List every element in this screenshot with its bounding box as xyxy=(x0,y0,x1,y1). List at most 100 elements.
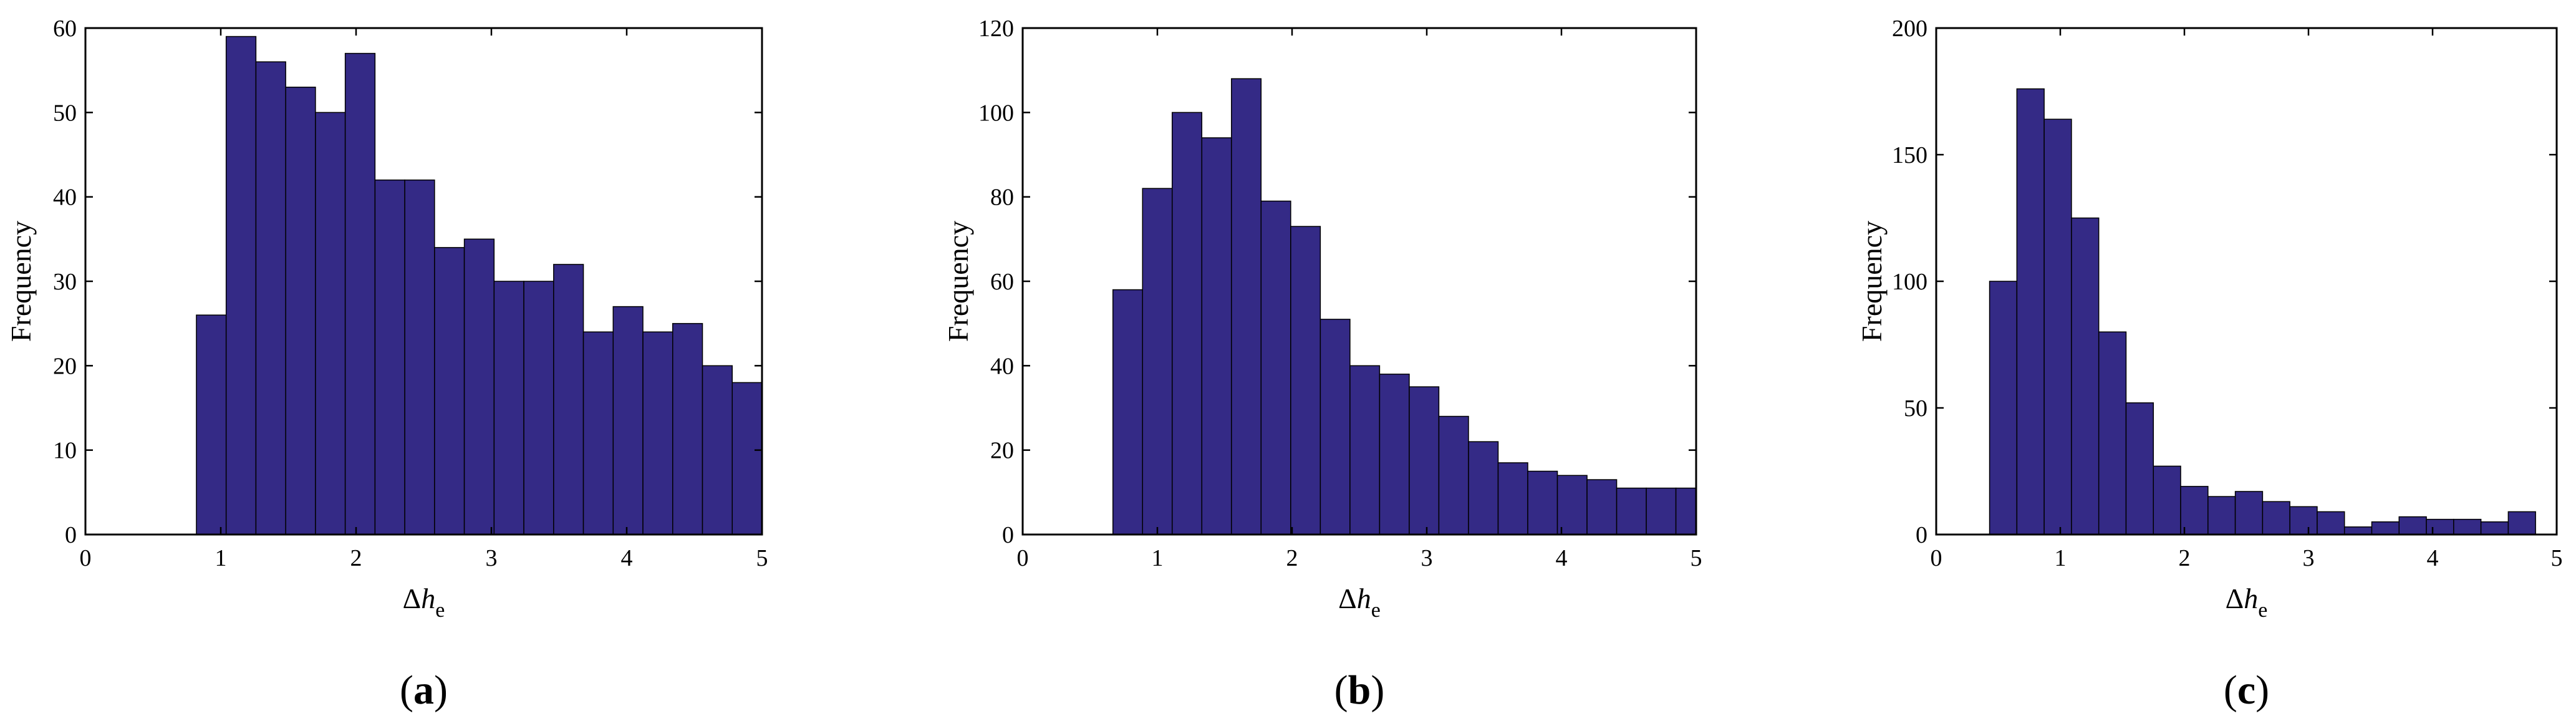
y-tick-label: 120 xyxy=(978,16,1014,42)
y-tick-label: 60 xyxy=(53,16,77,42)
x-tick-label: 3 xyxy=(486,545,498,571)
x-tick-label: 5 xyxy=(756,545,768,571)
histogram-bar xyxy=(196,314,227,535)
y-tick-label: 80 xyxy=(990,185,1014,211)
histogram-bar xyxy=(2262,501,2290,535)
x-tick-label: 5 xyxy=(2551,545,2563,571)
histogram-bar xyxy=(1260,200,1291,535)
y-tick-label: 60 xyxy=(990,269,1014,295)
bars xyxy=(196,36,762,535)
histogram-bar xyxy=(2426,518,2454,535)
histogram-bar xyxy=(1989,281,2018,535)
histogram-bar xyxy=(1172,112,1203,535)
bars xyxy=(1989,88,2536,535)
x-tick-label: 0 xyxy=(80,545,92,571)
histogram-bar xyxy=(731,382,762,535)
histogram-bar xyxy=(2125,402,2154,535)
panel-label: (a) xyxy=(400,667,448,713)
y-tick-label: 100 xyxy=(1892,269,1927,295)
histogram-bar xyxy=(1409,386,1440,535)
y-axis-label: Frequency xyxy=(942,221,974,342)
histogram-bar xyxy=(582,331,614,535)
histogram-bar xyxy=(1319,319,1351,535)
y-tick-label: 0 xyxy=(1916,522,1927,548)
histogram-bar xyxy=(2016,88,2045,535)
panel-label: (b) xyxy=(1334,667,1385,713)
histogram-bar xyxy=(2153,465,2181,535)
histogram-bar xyxy=(1142,188,1173,535)
histogram-bar xyxy=(1497,462,1528,535)
y-tick-label: 100 xyxy=(978,100,1014,126)
histogram-bar xyxy=(1675,487,1696,535)
histogram-bar xyxy=(2289,506,2318,535)
histogram-bar xyxy=(1556,475,1588,535)
x-tick-label: 2 xyxy=(1286,545,1298,571)
y-tick-label: 40 xyxy=(990,353,1014,379)
histogram-bar xyxy=(523,281,554,535)
histogram-bar xyxy=(2480,521,2509,535)
x-tick-label: 4 xyxy=(1556,545,1568,571)
histogram-bar xyxy=(285,86,316,535)
histogram-bar xyxy=(2098,331,2127,535)
histogram-bar xyxy=(493,281,524,535)
histogram-bar xyxy=(612,306,644,535)
y-tick-label: 200 xyxy=(1892,16,1927,42)
histogram-bar xyxy=(1646,487,1677,535)
x-tick-label: 3 xyxy=(1421,545,1433,571)
histogram-bar xyxy=(1231,78,1262,535)
x-tick-label: 4 xyxy=(621,545,633,571)
histogram-bar xyxy=(1438,415,1469,535)
y-tick-label: 50 xyxy=(53,100,77,126)
x-tick-label: 0 xyxy=(1017,545,1029,571)
histogram-bar xyxy=(1586,479,1618,535)
chart-panel-b: 0 1 2 3 4 5 0 20 40 60 80 100 120 Frequency Δhe (b) xyxy=(942,16,1702,713)
histogram-bar xyxy=(1379,374,1410,535)
x-tick-label: 0 xyxy=(1931,545,1942,571)
panel-label: (c) xyxy=(2224,667,2269,713)
x-tick-label: 1 xyxy=(1152,545,1164,571)
bars xyxy=(1112,78,1696,535)
histogram-bar xyxy=(642,331,673,535)
histogram-bar xyxy=(2317,511,2345,535)
x-tick-label: 2 xyxy=(350,545,362,571)
y-tick-label: 40 xyxy=(53,185,77,211)
histogram-bar xyxy=(1527,470,1558,535)
histogram-bar xyxy=(2071,217,2100,535)
histogram-bar xyxy=(2043,119,2072,535)
histogram-bar xyxy=(2507,511,2536,535)
histogram-bar xyxy=(1201,137,1232,535)
histogram-bar xyxy=(404,179,435,535)
y-tick-label: 0 xyxy=(65,522,77,548)
histogram-bar xyxy=(315,112,346,535)
x-tick-label: 1 xyxy=(2055,545,2067,571)
x-tick-label: 5 xyxy=(1691,545,1702,571)
histogram-bar xyxy=(1112,289,1143,535)
histogram-bar xyxy=(2371,521,2400,535)
y-tick-label: 20 xyxy=(990,438,1014,464)
y-tick-label: 0 xyxy=(1002,522,1014,548)
x-axis-label: Δhe xyxy=(1338,583,1381,622)
histogram-bar xyxy=(463,238,495,535)
histogram-bar xyxy=(2398,516,2427,535)
histogram-bar xyxy=(374,179,405,535)
y-axis-label: Frequency xyxy=(1856,221,1888,342)
histogram-bar xyxy=(2453,518,2482,535)
histogram-bar xyxy=(702,365,733,535)
histogram-bar xyxy=(434,247,465,535)
y-tick-label: 10 xyxy=(53,438,77,464)
histogram-bar xyxy=(2343,526,2373,535)
x-tick-label: 4 xyxy=(2427,545,2439,571)
histogram-bar xyxy=(1468,441,1499,535)
x-axis-label: Δhe xyxy=(2226,583,2268,622)
x-axis-label: Δhe xyxy=(403,583,445,622)
histogram-bar xyxy=(1616,487,1647,535)
x-tick-label: 3 xyxy=(2303,545,2315,571)
histogram-bar xyxy=(1349,365,1381,535)
y-tick-label: 50 xyxy=(1904,395,1927,422)
histogram-bar xyxy=(672,322,703,535)
histogram-bar xyxy=(553,264,584,535)
x-tick-label: 1 xyxy=(215,545,227,571)
x-tick-label: 2 xyxy=(2179,545,2191,571)
